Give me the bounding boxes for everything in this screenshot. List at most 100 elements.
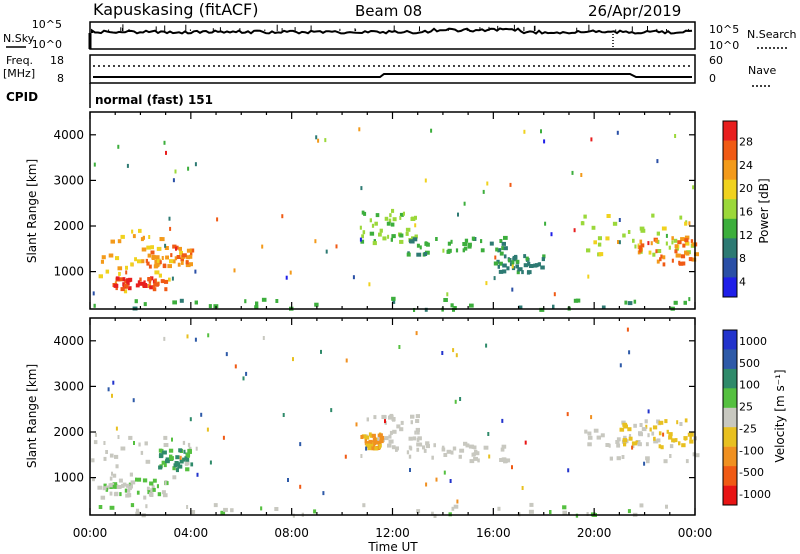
power-colorbar: 28 24 20 16 12 8 4 [722, 120, 753, 298]
scatter-cell [406, 450, 410, 455]
scatter-cell [616, 437, 621, 442]
scatter-cell [395, 447, 398, 452]
scatter-cell [120, 287, 125, 292]
nave-label: Nave [748, 64, 776, 77]
scatter-cell [591, 225, 596, 230]
scatter-cell [441, 445, 445, 450]
scatter-cell [462, 242, 468, 246]
scatter-cell [374, 437, 379, 442]
sparse-cell [482, 189, 485, 194]
scatter-cell [101, 255, 106, 260]
x-tick-label: 00:00 [73, 526, 108, 540]
sparse-cell [457, 212, 459, 217]
scatter-cell [145, 504, 148, 509]
scatter-cell [392, 429, 397, 434]
sparse-cell [207, 333, 210, 338]
scatter-cell [419, 245, 422, 250]
sparse-cell [486, 181, 489, 186]
scatter-cell [684, 250, 687, 255]
scatter-cell [415, 427, 420, 432]
sparse-cell [117, 144, 120, 149]
scatter-cell [396, 424, 401, 429]
scatter-cell [127, 486, 132, 491]
scatter-cell [387, 443, 392, 448]
scatter-cell [388, 439, 394, 444]
scatter-cell [459, 448, 465, 453]
sparse-cell [233, 268, 236, 273]
sparse-cell [618, 240, 621, 245]
colorbar-tick-label: 28 [739, 136, 753, 149]
scatter-cell [684, 221, 688, 226]
scatter-cell [416, 447, 420, 452]
scatter-cell [410, 217, 416, 221]
scatter-cell [446, 249, 451, 254]
sparse-cell [485, 343, 488, 348]
colorbar-segment [723, 160, 737, 180]
sparse-cell [488, 454, 491, 459]
scatter-cell [390, 237, 393, 242]
scatter-cell [373, 437, 377, 441]
scatter-cell [691, 257, 697, 262]
sparse-cell [509, 182, 512, 187]
scatter-cell [415, 414, 420, 419]
scatter-cell [143, 495, 147, 500]
scatter-cell [463, 246, 468, 251]
scatter-cell [112, 482, 118, 487]
sparse-cell [315, 135, 318, 140]
colorbar-tick-label: -100 [739, 444, 764, 457]
scatter-cell [179, 459, 184, 464]
scatter-cell [155, 255, 160, 260]
scatter-cell [525, 256, 529, 261]
scatter-cell [597, 236, 602, 241]
scatter-cell [399, 239, 404, 244]
noise-panel: N.Sky 10^5 10^0 10^5 10^0 N.Search [3, 18, 797, 52]
sparse-cell [171, 437, 173, 442]
scatter-cell [188, 449, 192, 454]
scatter-cell [502, 263, 507, 268]
sparse-cell [523, 129, 526, 134]
scatter-cell [139, 281, 144, 286]
scatter-cell [359, 225, 362, 230]
scatter-cell [665, 241, 668, 246]
scatter-cell [150, 488, 153, 493]
sparse-cell [424, 178, 427, 183]
sparse-cell [194, 162, 197, 167]
sparse-cell [168, 216, 171, 221]
scatter-cell [410, 420, 413, 425]
scatter-cell [583, 214, 587, 219]
scatter-cell [540, 265, 545, 270]
scatter-cell [190, 462, 194, 467]
sparse-cell [164, 243, 167, 248]
scatter-cell [575, 298, 581, 303]
scatter-cell [377, 440, 382, 444]
scatter-cell [102, 486, 107, 491]
scatter-cell [497, 248, 500, 253]
scatter-cell [152, 487, 156, 492]
sparse-cell [196, 472, 199, 477]
scatter-cell [644, 419, 648, 424]
sparse-cell [111, 393, 113, 398]
sparse-cell [93, 162, 96, 167]
scatter-cell [150, 245, 154, 250]
scatter-cell [130, 503, 135, 508]
scatter-cell [139, 277, 142, 282]
colorbar-segment [723, 427, 737, 447]
colorbar-tick-label: 8 [739, 252, 746, 265]
scatter-cell [255, 301, 259, 306]
scatter-cell [452, 446, 457, 451]
scatter-cell [469, 459, 475, 464]
scatter-cell [389, 430, 393, 435]
scatter-cell [473, 456, 478, 461]
scatter-cell [159, 260, 162, 265]
scatter-cell [638, 248, 642, 253]
power-colorbar-label: Power [dB] [757, 178, 771, 243]
scatter-cell [694, 252, 699, 257]
sparse-cell [573, 228, 576, 233]
scatter-cell [164, 279, 169, 284]
sparse-cell [242, 376, 245, 381]
scatter-cell [676, 420, 679, 425]
beam-title: Beam 08 [355, 2, 422, 20]
scatter-cell [208, 304, 212, 309]
colorbar-segment [723, 349, 737, 370]
scatter-cell [615, 440, 620, 444]
